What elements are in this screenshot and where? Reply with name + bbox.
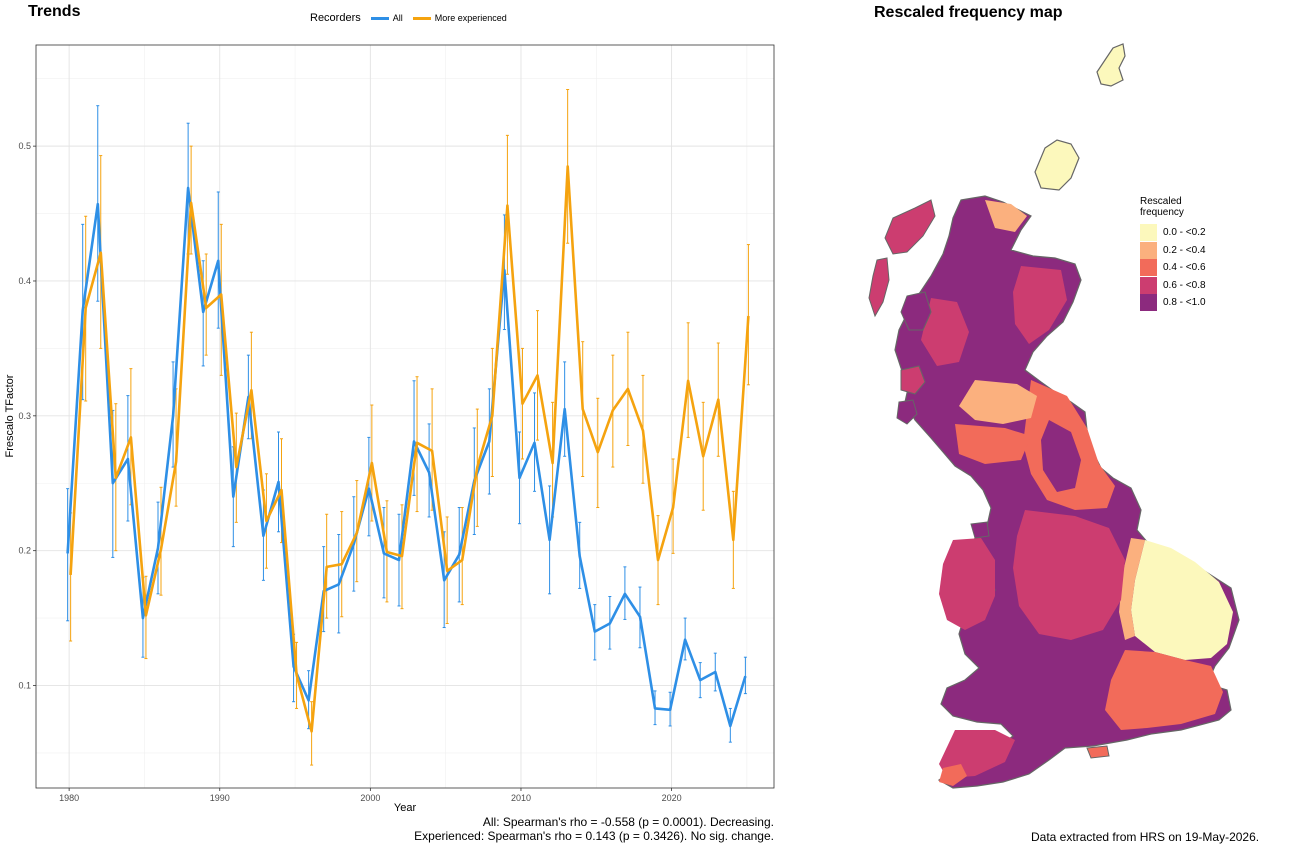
map-isle-of-wight: [1086, 745, 1110, 759]
y-tick-label: 0.4: [18, 276, 31, 286]
legend-item-all: All: [370, 13, 403, 23]
map-legend-row: 0.8 - <1.0: [1140, 294, 1206, 312]
map-legend-swatch: [1140, 241, 1157, 259]
axis-ticks: 0.1 0.2 0.3 0.4 0.5 1980 1990 2000 2010 2020: [18, 141, 681, 803]
zone-wales: [939, 538, 995, 630]
zone-east-scotland: [1013, 266, 1067, 344]
series-legend: Recorders All More experienced: [310, 12, 507, 24]
map-title: Rescaled frequency map: [874, 4, 1063, 21]
x-tick-label: 1990: [210, 793, 230, 803]
map-shetland: [1096, 43, 1126, 87]
legend-swatch-experienced: [412, 16, 431, 20]
map-legend: Rescaled frequency 0.0 - <0.2 0.2 - <0.4…: [1140, 196, 1206, 312]
map-orkney: [1034, 139, 1080, 191]
map-legend-swatch: [1140, 294, 1157, 312]
map-legend-row: 0.4 - <0.6: [1140, 259, 1206, 277]
map-legend-title-line1: Rescaled: [1140, 196, 1182, 207]
y-tick-label: 0.1: [18, 681, 31, 691]
y-tick-label: 0.3: [18, 411, 31, 421]
stats-all: All: Spearman's rho = -0.558 (p = 0.0001…: [482, 815, 774, 829]
map-legend-row: 0.0 - <0.2: [1140, 224, 1206, 242]
zone-southern-uplands: [955, 424, 1031, 464]
map-lewis: [884, 199, 936, 255]
zone-highlands-west: [921, 298, 969, 366]
legend-label-experienced: More experienced: [434, 13, 507, 23]
legend-label-all: All: [392, 13, 403, 23]
x-tick-label: 2010: [511, 793, 531, 803]
map-mull: [900, 365, 926, 395]
map-islands: [868, 199, 1110, 759]
data-source-note: Data extracted from HRS on 19-May-2026.: [1031, 830, 1260, 844]
map-anglesey: [970, 521, 990, 539]
series-line-experienced: [69, 165, 750, 733]
zone-central-scotland: [959, 380, 1037, 424]
legend-title: Recorders: [310, 12, 361, 24]
map-legend-title: Rescaled frequency: [1140, 196, 1206, 218]
map-legend-row: 0.2 - <0.4: [1140, 241, 1206, 260]
map-uist: [868, 257, 890, 318]
zone-east-anglia: [1131, 540, 1233, 660]
zone-southeast: [1105, 650, 1223, 730]
chart-grid: [36, 45, 774, 788]
map-legend-label: 0.6 - <0.8: [1163, 279, 1206, 291]
legend-swatch-all: [370, 16, 389, 20]
map-legend-row: 0.6 - <0.8: [1140, 276, 1206, 295]
plot-panel-border: [35, 44, 775, 789]
zone-pennines: [1041, 420, 1081, 492]
frequency-map: [868, 43, 1240, 789]
trends-chart: 0.1 0.2 0.3 0.4 0.5 1980 1990 2000 2010 2020 Year…: [4, 44, 775, 814]
legend-item-experienced: More experienced: [412, 13, 507, 23]
series-lines: [66, 165, 750, 733]
map-zones: [921, 200, 1233, 786]
trends-title: Trends: [28, 3, 81, 20]
x-axis-title: Year: [394, 802, 417, 814]
map-legend-swatch: [1140, 259, 1157, 277]
map-islay: [896, 399, 918, 425]
series-line-all: [66, 186, 747, 728]
x-tick-label: 1980: [59, 793, 79, 803]
map-legend-label: 0.4 - <0.6: [1163, 262, 1206, 274]
zone-cornwall-tip: [939, 764, 967, 786]
x-tick-label: 2000: [360, 793, 380, 803]
zone-midlands: [1013, 510, 1125, 640]
map-legend-swatch: [1140, 224, 1157, 242]
y-axis-title: Frescalo TFactor: [4, 374, 16, 457]
stats-experienced: Experienced: Spearman's rho = 0.143 (p =…: [414, 829, 774, 843]
map-legend-label: 0.0 - <0.2: [1163, 227, 1206, 239]
trend-statistics: All: Spearman's rho = -0.558 (p = 0.0001…: [414, 815, 774, 843]
zone-east-rim: [1119, 538, 1145, 640]
map-legend-label: 0.2 - <0.4: [1163, 244, 1206, 256]
y-tick-label: 0.2: [18, 546, 31, 556]
map-legend-label: 0.8 - <1.0: [1163, 297, 1206, 309]
zone-north-coast: [985, 200, 1027, 232]
map-legend-title-line2: frequency: [1140, 207, 1184, 218]
map-legend-swatch: [1140, 276, 1157, 294]
map-skye: [900, 291, 932, 331]
y-tick-label: 0.5: [18, 141, 31, 151]
x-tick-label: 2020: [662, 793, 682, 803]
